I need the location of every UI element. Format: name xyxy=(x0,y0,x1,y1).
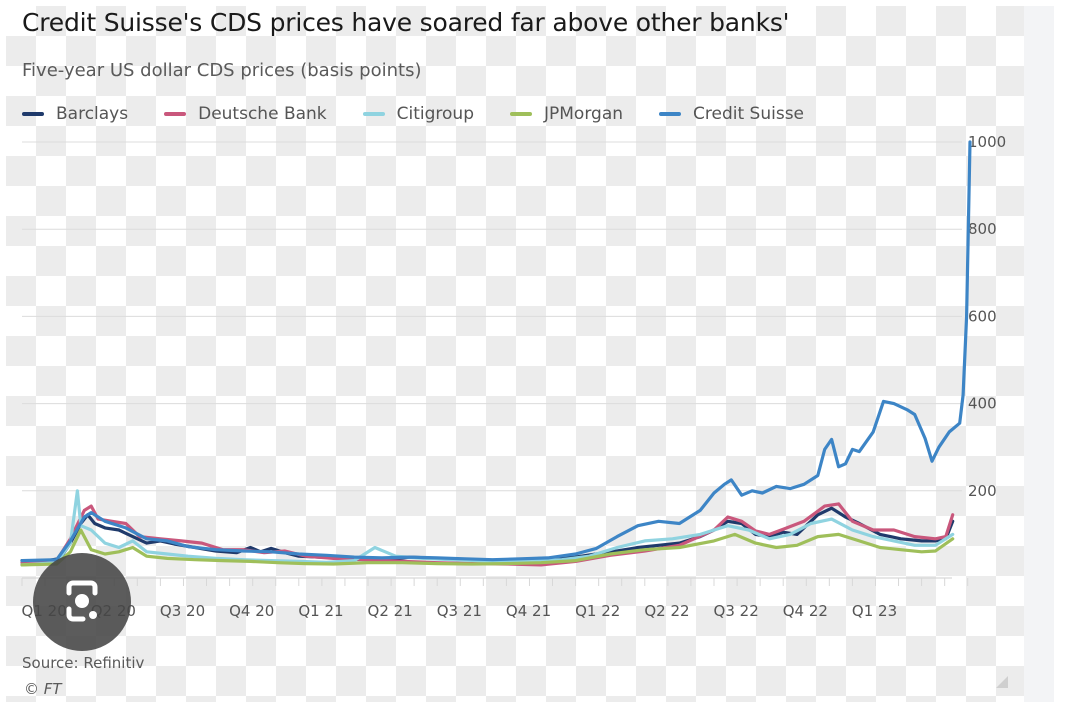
lens-icon xyxy=(66,580,98,622)
series-line-jpmorgan xyxy=(20,528,955,567)
legend-swatch-credit-suisse xyxy=(659,112,682,116)
copyright-note: © FT xyxy=(24,680,62,698)
legend-item-credit-suisse: Credit Suisse xyxy=(659,104,804,124)
legend-swatch-citigroup xyxy=(362,112,385,116)
x-tick-label: Q4 21 xyxy=(506,602,551,620)
series-line-deutsche-bank xyxy=(20,502,955,567)
x-tick-label: Q1 21 xyxy=(298,602,343,620)
legend-label: JPMorgan xyxy=(544,104,624,124)
series-lines xyxy=(20,140,972,567)
visual-search-button[interactable] xyxy=(33,553,131,651)
series-line-citigroup xyxy=(20,489,955,567)
legend: Barclays Deutsche Bank Citigroup JPMorga… xyxy=(22,104,840,124)
y-axis: 200 400 600 800 1000 xyxy=(968,133,1006,500)
y-tick-label: 200 xyxy=(968,482,997,500)
chart-subtitle: Five-year US dollar CDS prices (basis po… xyxy=(22,60,422,81)
legend-label: Credit Suisse xyxy=(693,104,805,124)
y-tick-label: 600 xyxy=(968,307,997,325)
legend-swatch-deutsche-bank xyxy=(164,112,187,116)
x-tick-label: Q3 20 xyxy=(160,602,205,620)
y-tick-label: 1000 xyxy=(968,133,1006,151)
right-margin xyxy=(1024,6,1054,702)
x-tick-label: Q2 22 xyxy=(644,602,689,620)
x-tick-label: Q4 20 xyxy=(229,602,274,620)
x-tick-label: Q3 22 xyxy=(714,602,759,620)
gridlines xyxy=(22,141,962,492)
source-note: Source: Refinitiv xyxy=(22,654,145,672)
chart-title: Credit Suisse's CDS prices have soared f… xyxy=(22,8,790,37)
legend-label: Citigroup xyxy=(396,104,474,124)
y-tick-label: 400 xyxy=(968,395,997,413)
legend-item-jpmorgan: JPMorgan xyxy=(510,104,623,124)
legend-swatch-jpmorgan xyxy=(510,112,532,116)
legend-label: Barclays xyxy=(56,104,129,124)
resize-grip-icon[interactable] xyxy=(996,676,1008,688)
series-line-credit-suisse xyxy=(20,140,972,563)
legend-swatch-barclays xyxy=(22,112,44,116)
x-tick-label: Q1 23 xyxy=(852,602,897,620)
legend-item-barclays: Barclays xyxy=(22,104,128,124)
x-tick-label: Q4 22 xyxy=(783,602,828,620)
legend-item-deutsche-bank: Deutsche Bank xyxy=(164,104,327,124)
y-tick-label: 800 xyxy=(968,220,997,238)
legend-label: Deutsche Bank xyxy=(198,104,327,124)
x-tick-label: Q2 21 xyxy=(368,602,413,620)
x-tick-label: Q1 22 xyxy=(575,602,620,620)
legend-item-citigroup: Citigroup xyxy=(362,104,474,124)
x-tick-label: Q3 21 xyxy=(437,602,482,620)
chart-background xyxy=(6,6,1024,702)
